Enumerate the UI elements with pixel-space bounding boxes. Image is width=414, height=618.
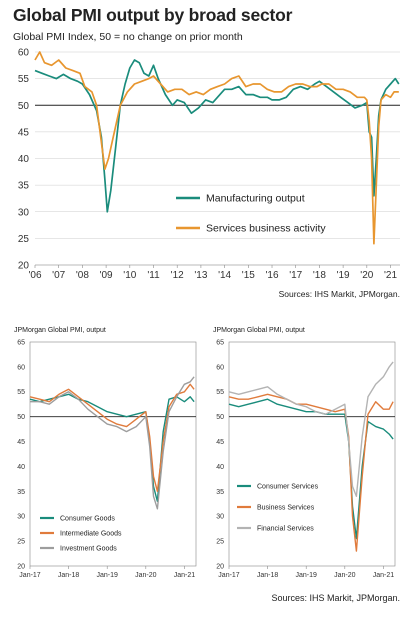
y-tick-label: 35 — [216, 489, 224, 496]
y-tick-label: 65 — [17, 339, 25, 346]
x-tick-label: '10 — [123, 270, 136, 281]
series-line-financial-services — [228, 361, 394, 497]
y-tick-label: 20 — [18, 261, 30, 272]
panel-title: JPMorgan Global PMI, output — [213, 327, 305, 334]
x-tick-label: '06 — [28, 270, 41, 281]
goods-pmi-chart: JPMorgan Global PMI, output 20 25 30 35 40 45 5… — [14, 327, 197, 579]
y-tick-label: 60 — [18, 48, 30, 59]
y-tick-label: 60 — [216, 364, 224, 371]
x-tick-label: '15 — [242, 270, 255, 281]
x-tick-label: Jan-20 — [334, 572, 356, 579]
x-tick-label: Jan-19 — [97, 572, 119, 579]
y-tick-label: 45 — [18, 127, 30, 138]
y-tick-label: 40 — [18, 154, 30, 165]
legend-label: Consumer Goods — [60, 515, 115, 522]
x-tick-label: Jan-21 — [373, 572, 395, 579]
series-line-consumer-services — [228, 398, 394, 540]
x-tick-label: '17 — [289, 270, 302, 281]
x-tick-label: '14 — [218, 270, 231, 281]
x-tick-label: Jan-20 — [135, 572, 157, 579]
x-tick-label: '19 — [337, 270, 350, 281]
x-tick-label: '09 — [100, 270, 113, 281]
x-tick-label: Jan-21 — [174, 572, 196, 579]
y-tick-label: 35 — [17, 489, 25, 496]
y-tick-label: 30 — [18, 207, 30, 218]
legend-label: Financial Services — [257, 525, 314, 532]
y-tick-label: 25 — [216, 539, 224, 546]
series-line-business-services — [228, 393, 394, 552]
y-tick-label: 20 — [17, 563, 25, 570]
services-pmi-chart: JPMorgan Global PMI, output 20 25 30 35 40 45 5… — [213, 327, 396, 579]
y-tick-label: 45 — [17, 439, 25, 446]
y-tick-label: 30 — [216, 514, 224, 521]
x-tick-label: '18 — [313, 270, 326, 281]
series-line-services — [34, 51, 399, 245]
series-line-investment-goods — [30, 376, 195, 510]
y-tick-label: 65 — [216, 339, 224, 346]
x-tick-label: Jan-17 — [19, 572, 41, 579]
series-line-intermediate-goods — [29, 383, 195, 492]
y-tick-label: 50 — [18, 101, 30, 112]
legend-label: Investment Goods — [60, 545, 117, 552]
x-tick-label: '11 — [147, 270, 160, 281]
x-tick-label: '20 — [360, 270, 373, 281]
x-tick-label: '21 — [384, 270, 397, 281]
y-tick-label: 45 — [216, 439, 224, 446]
legend-label: Manufacturing output — [206, 193, 305, 205]
panel-title: JPMorgan Global PMI, output — [14, 327, 106, 334]
y-tick-label: 35 — [18, 181, 30, 192]
x-tick-label: Jan-18 — [58, 572, 80, 579]
y-tick-label: 40 — [17, 464, 25, 471]
x-tick-label: Jan-17 — [218, 572, 240, 579]
y-tick-label: 55 — [17, 389, 25, 396]
legend-label: Services business activity — [206, 223, 326, 235]
x-tick-label: '16 — [265, 270, 278, 281]
plot-frame — [228, 341, 396, 567]
y-tick-label: 55 — [18, 74, 30, 85]
x-tick-label: '07 — [52, 270, 65, 281]
chart-title: Global PMI output by broad sector — [13, 5, 293, 25]
series-line-consumer-goods — [29, 393, 195, 502]
y-tick-label: 40 — [216, 464, 224, 471]
chart-subtitle: Global PMI Index, 50 = no change on prio… — [13, 31, 243, 43]
y-tick-label: 60 — [17, 364, 25, 371]
y-tick-label: 55 — [216, 389, 224, 396]
y-tick-label: 20 — [216, 563, 224, 570]
x-tick-label: Jan-19 — [296, 572, 318, 579]
legend-label: Intermediate Goods — [60, 530, 122, 537]
x-tick-label: '12 — [171, 270, 184, 281]
series-line-manufacturing — [34, 59, 400, 213]
source-note-bottom: Sources: IHS Markit, JPMorgan. — [271, 593, 400, 603]
y-tick-label: 50 — [216, 414, 224, 421]
y-tick-label: 50 — [17, 414, 25, 421]
x-tick-label: '08 — [76, 270, 89, 281]
legend-label: Consumer Services — [257, 483, 319, 490]
x-tick-label: '13 — [194, 270, 207, 281]
main-pmi-chart: 20 25 30 35 40 45 50 55 60 '06 '07 '08 '09 '10 '11 '12 '… — [18, 48, 400, 281]
source-note-top: Sources: IHS Markit, JPMorgan. — [278, 289, 400, 299]
legend-label: Business Services — [257, 504, 315, 511]
plot-frame — [29, 341, 197, 567]
y-tick-label: 30 — [17, 514, 25, 521]
y-tick-label: 25 — [18, 234, 30, 245]
y-tick-label: 25 — [17, 539, 25, 546]
x-tick-label: Jan-18 — [257, 572, 279, 579]
